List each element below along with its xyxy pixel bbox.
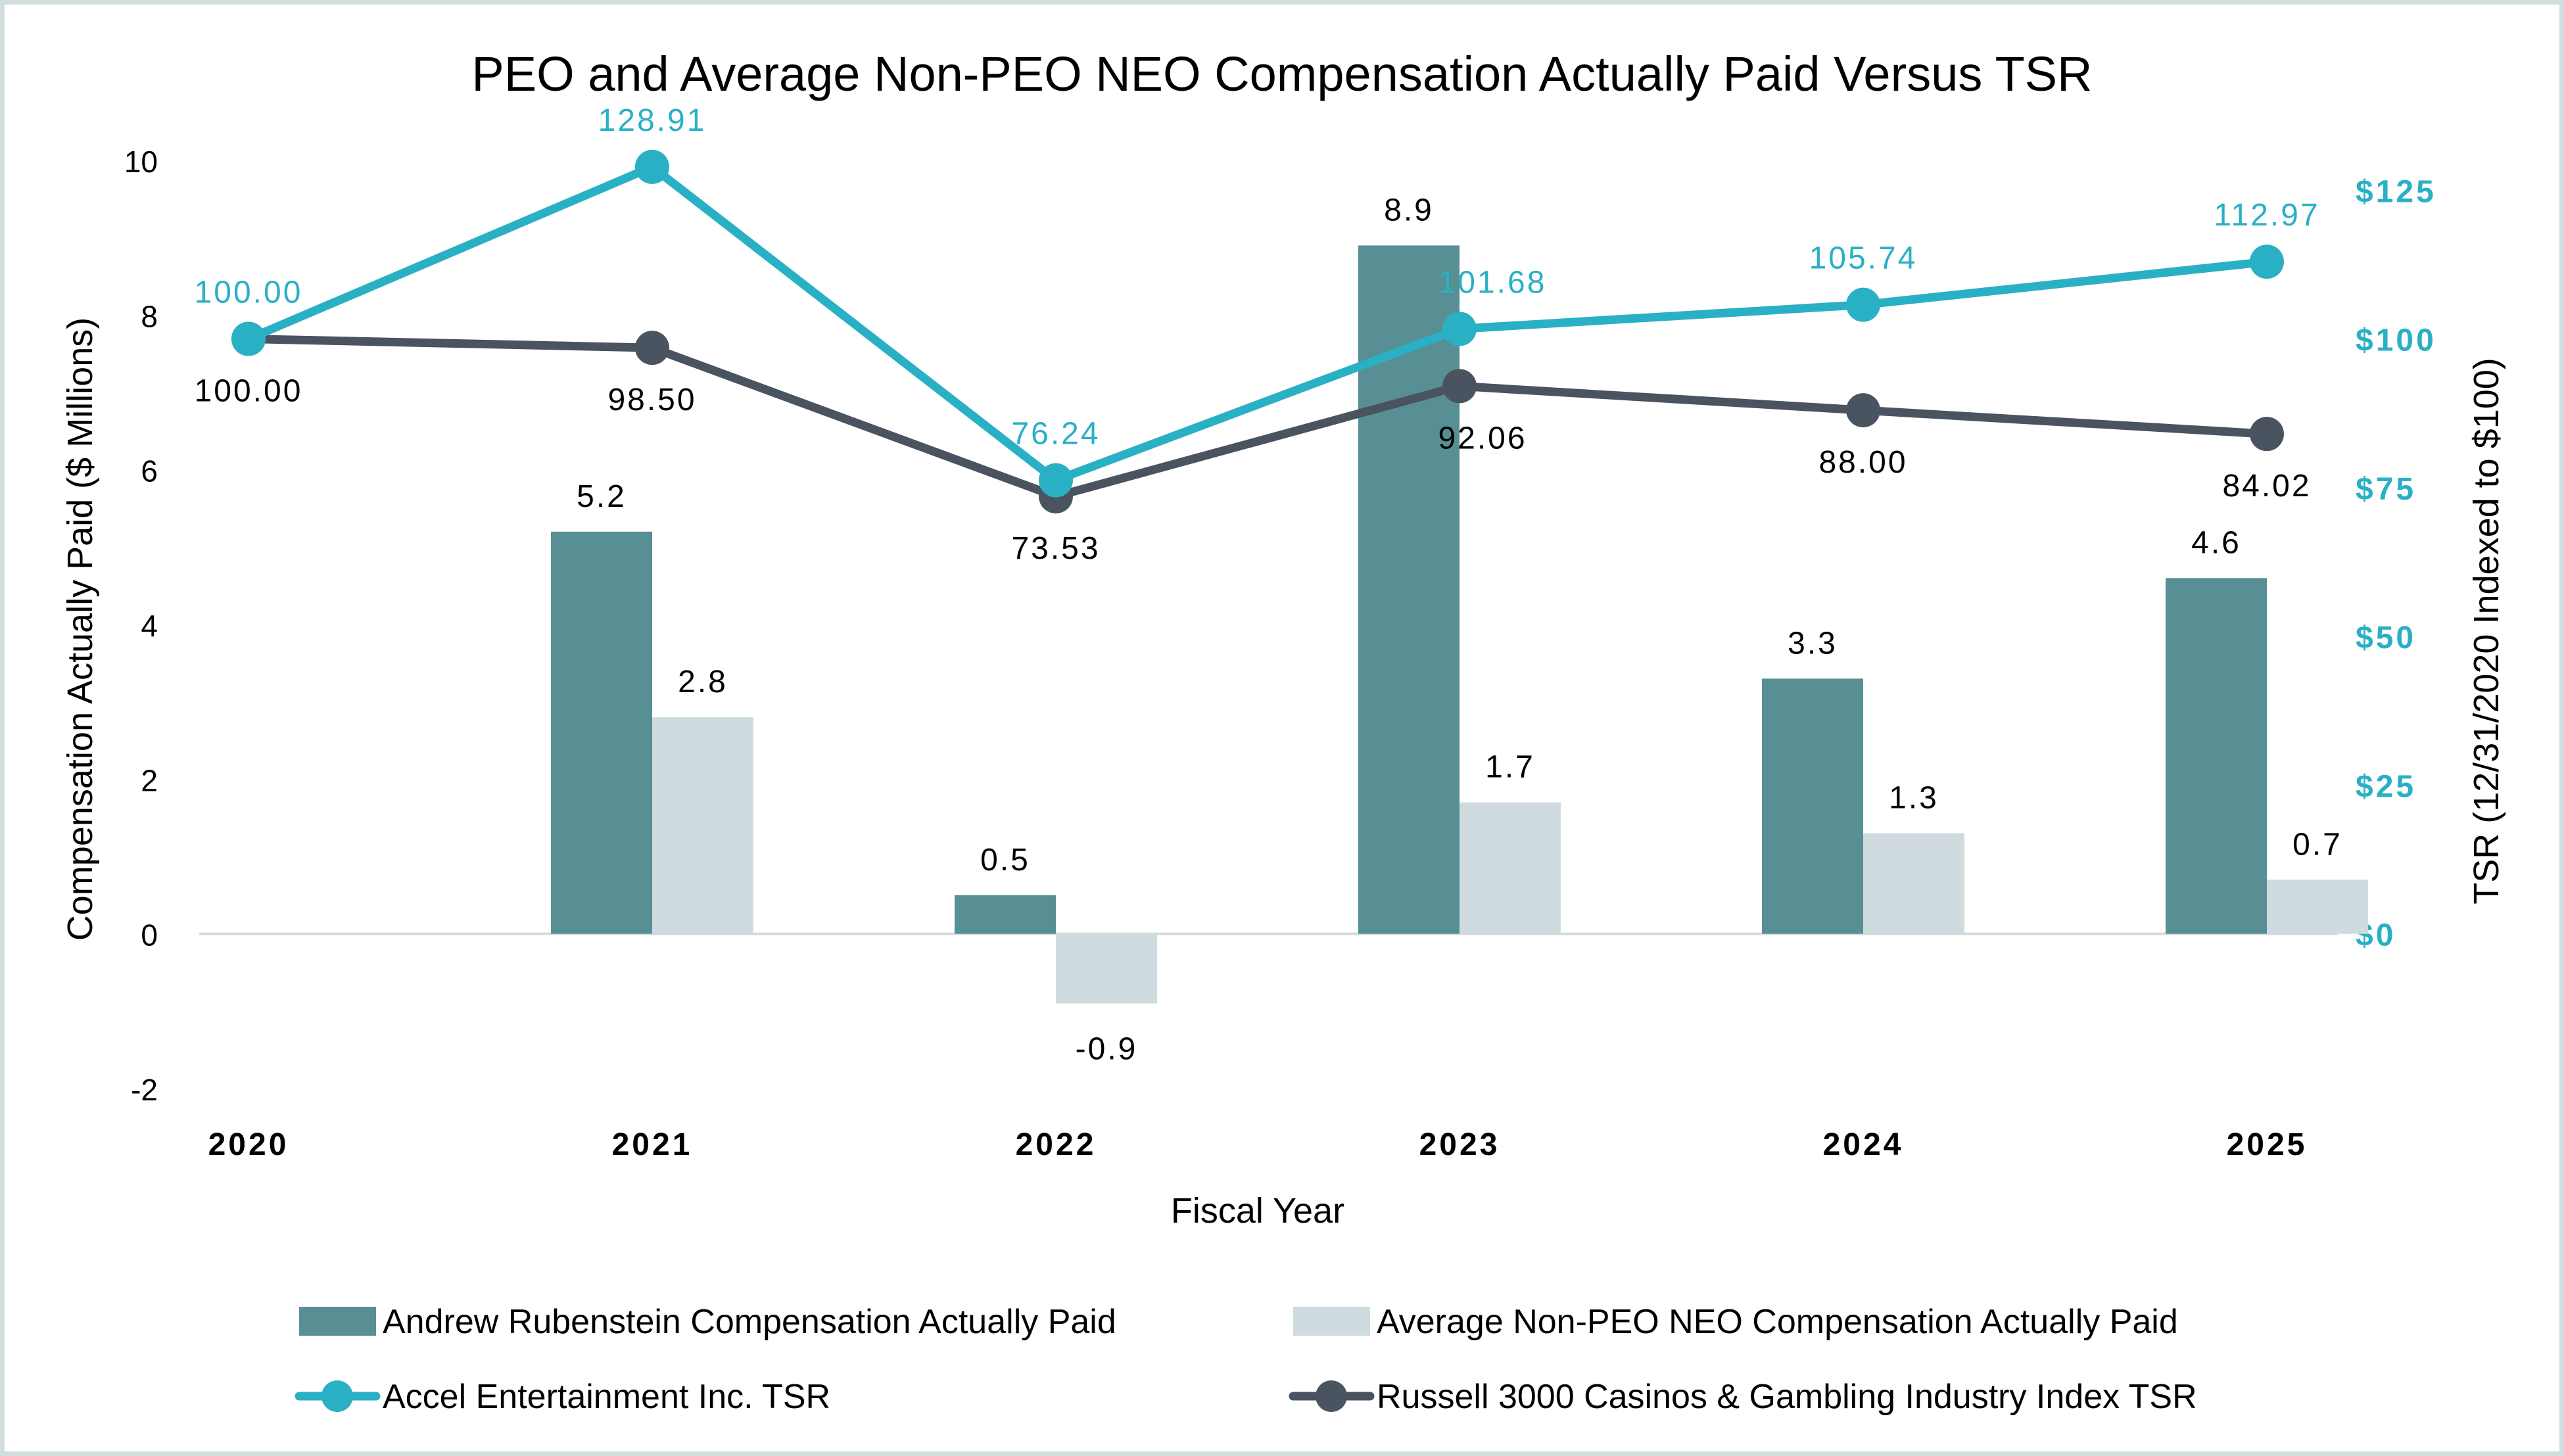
y2-axis-title: TSR (12/31/2020 Indexed to $100) — [2467, 358, 2506, 904]
accel-tsr-label: 128.91 — [598, 103, 707, 138]
accel-tsr-label: 100.00 — [195, 275, 303, 310]
y-tick-label: 0 — [141, 918, 158, 952]
legend-label: Accel Entertainment Inc. TSR — [383, 1378, 830, 1416]
russell-tsr-marker — [1442, 369, 1477, 404]
russell-tsr-label: 73.53 — [1011, 531, 1100, 566]
non-peo-bar — [1056, 933, 1157, 1004]
russell-tsr-line — [248, 335, 2267, 501]
y-tick-label: 8 — [141, 299, 158, 333]
y2-tick-label: $25 — [2356, 769, 2416, 804]
non-peo-bar-label: -0.9 — [1076, 1032, 1138, 1067]
y2-tick-label: $50 — [2356, 621, 2416, 655]
peo-bar-label: 3.3 — [1788, 626, 1838, 661]
chart-title: PEO and Average Non-PEO NEO Compensation… — [471, 47, 2092, 101]
x-tick-label: 2022 — [1016, 1127, 1097, 1162]
non-peo-bar — [2267, 880, 2368, 934]
accel-tsr-label: 101.68 — [1438, 265, 1547, 300]
peo-bar — [551, 531, 652, 934]
accel-tsr-marker — [231, 321, 266, 356]
peo-bar-label: 8.9 — [1384, 193, 1434, 227]
legend-label: Russell 3000 Casinos & Gambling Industry… — [1377, 1378, 2197, 1416]
non-peo-bar — [1863, 833, 1964, 934]
accel-tsr-marker — [1442, 312, 1477, 346]
russell-tsr-label: 100.00 — [195, 374, 303, 409]
legend-swatch-non-peo — [1293, 1307, 1370, 1336]
accel-tsr-marker — [1039, 463, 1073, 498]
y2-tick-label: $100 — [2356, 323, 2436, 358]
accel-tsr-marker — [1846, 287, 1880, 322]
x-tick-label: 2020 — [208, 1127, 289, 1162]
accel-tsr-label: 76.24 — [1011, 417, 1100, 452]
y2-tick-label: $75 — [2356, 472, 2416, 507]
accel-tsr-line — [247, 162, 2267, 485]
non-peo-bar-label: 2.8 — [678, 665, 728, 699]
russell-tsr-marker — [635, 331, 669, 365]
russell-tsr-label: 98.50 — [607, 383, 696, 417]
accel-tsr-marker — [635, 149, 669, 184]
x-tick-label: 2025 — [2227, 1127, 2308, 1162]
accel-tsr-marker — [2250, 245, 2284, 279]
non-peo-bar — [652, 717, 753, 934]
x-tick-label: 2021 — [612, 1127, 693, 1162]
y-tick-label: -2 — [131, 1073, 158, 1107]
russell-tsr-label: 84.02 — [2222, 469, 2311, 504]
y-tick-label: 4 — [141, 609, 158, 643]
russell-tsr-label: 88.00 — [1818, 445, 1907, 480]
y-tick-label: 2 — [141, 763, 158, 797]
legend-marker-accel — [321, 1380, 353, 1412]
accel-tsr-label: 105.74 — [1809, 241, 1918, 276]
legend-swatch-peo — [299, 1307, 376, 1336]
y2-tick-label: $125 — [2356, 174, 2436, 209]
x-tick-label: 2024 — [1823, 1127, 1904, 1162]
x-axis-title: Fiscal Year — [1171, 1191, 1344, 1231]
legend-marker-russell — [1316, 1380, 1347, 1412]
legend-label: Andrew Rubenstein Compensation Actually … — [383, 1303, 1116, 1341]
y-tick-label: 10 — [124, 145, 158, 179]
non-peo-bar-label: 1.3 — [1889, 781, 1939, 816]
peo-bar-label: 0.5 — [980, 843, 1030, 878]
peo-bar-label: 5.2 — [577, 479, 627, 514]
russell-tsr-marker — [1846, 393, 1880, 428]
russell-tsr-marker — [2250, 417, 2284, 452]
russell-tsr-label: 92.06 — [1438, 421, 1527, 456]
peo-bar — [1762, 678, 1863, 934]
y-axis-title: Compensation Actually Paid ($ Millions) — [60, 317, 100, 941]
y-tick-label: 6 — [141, 454, 158, 488]
peo-bar-label: 4.6 — [2191, 525, 2241, 560]
peo-bar — [2166, 578, 2267, 934]
accel-tsr-label: 112.97 — [2214, 198, 2319, 233]
x-tick-label: 2023 — [1419, 1127, 1500, 1162]
peo-bar — [955, 895, 1056, 934]
non-peo-bar-label: 0.7 — [2292, 827, 2342, 862]
non-peo-bar-label: 1.7 — [1485, 750, 1535, 785]
legend-label: Average Non-PEO NEO Compensation Actuall… — [1377, 1303, 2178, 1341]
non-peo-bar — [1460, 802, 1561, 934]
